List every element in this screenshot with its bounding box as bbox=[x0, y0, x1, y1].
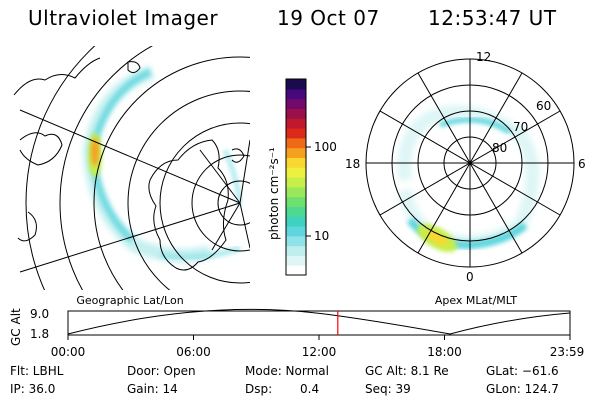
mlat-label-80: 80 bbox=[492, 141, 507, 155]
door-label: Door: Open bbox=[127, 364, 196, 378]
colorbar-segment bbox=[286, 206, 306, 217]
colorbar-segment bbox=[286, 167, 306, 178]
time-tick-1200: 12:00 bbox=[302, 345, 337, 359]
colorbar-segment bbox=[286, 216, 306, 227]
mlt-label-18: 18 bbox=[345, 157, 360, 171]
glat-label: GLat: −61.6 bbox=[486, 364, 559, 378]
gc-alt-label: GC Alt: 8.1 Re bbox=[365, 364, 449, 378]
altitude-plot-frame bbox=[67, 310, 571, 336]
polar-map bbox=[365, 58, 575, 268]
gain-label: Gain: 14 bbox=[127, 382, 178, 396]
colorbar-segment bbox=[286, 118, 306, 129]
altitude-curve bbox=[67, 308, 571, 335]
mode-label: Mode: Normal bbox=[245, 364, 329, 378]
colorbar-frame bbox=[285, 78, 307, 276]
colorbar-tick-100: 100 bbox=[314, 140, 337, 154]
mlt-label-0: 0 bbox=[466, 270, 474, 284]
colorbar-segment bbox=[286, 147, 306, 158]
colorbar-segment bbox=[286, 108, 306, 119]
altitude-ytick-9: 9.0 bbox=[30, 307, 49, 321]
altitude-ylabel: GC Alt bbox=[9, 308, 23, 346]
instrument-title: Ultraviolet Imager bbox=[28, 6, 219, 30]
colorbar-segment bbox=[286, 157, 306, 168]
colorbar-segment bbox=[286, 255, 306, 266]
altitude-xticks bbox=[67, 335, 571, 340]
colorbar-segment bbox=[286, 235, 306, 247]
altitude-ytick-1-8: 1.8 bbox=[30, 327, 49, 341]
dsp-label: Dsp: bbox=[245, 382, 273, 396]
mlat-label-60: 60 bbox=[536, 99, 551, 113]
filter-label: Flt: LBHL bbox=[10, 364, 64, 378]
colorbar-segment bbox=[286, 245, 306, 256]
altitude-plot bbox=[67, 308, 571, 340]
mlt-label-6: 6 bbox=[578, 157, 586, 171]
colorbar-unit-label: photon cm⁻²s⁻¹ bbox=[267, 147, 281, 240]
mlat-label-70: 70 bbox=[513, 120, 528, 134]
geographic-map bbox=[13, 46, 250, 290]
time-tick-2359: 23:59 bbox=[550, 345, 585, 359]
mlt-label-12: 12 bbox=[476, 50, 491, 64]
colorbar-segment bbox=[286, 196, 306, 207]
left-map-caption: Geographic Lat/Lon bbox=[76, 294, 183, 307]
glon-label: GLon: 124.7 bbox=[486, 382, 559, 396]
colorbar-ticks bbox=[306, 146, 311, 237]
ip-label: IP: 36.0 bbox=[10, 382, 56, 396]
latitude-grid bbox=[25, 46, 250, 290]
dsp-value: 0.4 bbox=[300, 382, 320, 396]
colorbar-segment bbox=[286, 98, 306, 109]
colorbar-segment bbox=[286, 88, 306, 100]
longitude-grid bbox=[19, 109, 250, 273]
colorbar bbox=[286, 79, 306, 276]
time-tick-1800: 18:00 bbox=[427, 345, 462, 359]
colorbar-tick-10: 10 bbox=[314, 229, 329, 243]
colorbar-segment bbox=[286, 79, 306, 90]
seq-label: Seq: 39 bbox=[365, 382, 411, 396]
right-map-caption: Apex MLat/MLT bbox=[435, 294, 518, 307]
date-label: 19 Oct 07 bbox=[277, 6, 380, 30]
time-tick-0000: 00:00 bbox=[51, 345, 86, 359]
time-label: 12:53:47 UT bbox=[428, 6, 557, 30]
coastlines bbox=[13, 57, 245, 271]
time-tick-0600: 06:00 bbox=[176, 345, 211, 359]
colorbar-segment bbox=[286, 265, 306, 276]
colorbar-segment bbox=[286, 137, 306, 149]
colorbar-segment bbox=[286, 128, 306, 139]
colorbar-segment bbox=[286, 186, 306, 198]
colorbar-segment bbox=[286, 226, 306, 237]
colorbar-segment bbox=[286, 177, 306, 188]
